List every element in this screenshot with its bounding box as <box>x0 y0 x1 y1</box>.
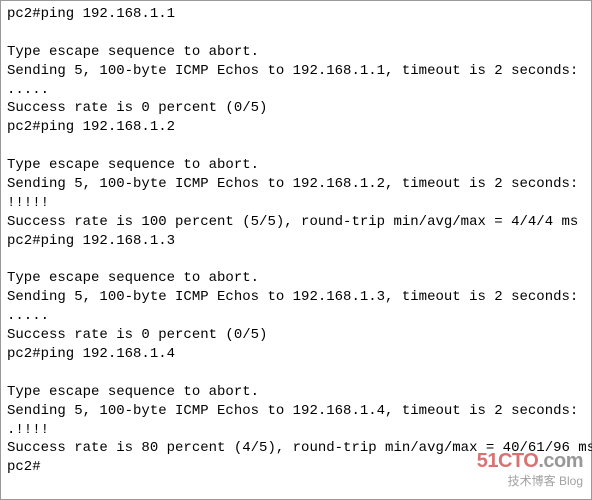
terminal-line: Success rate is 80 percent (4/5), round-… <box>7 439 585 458</box>
terminal-line: pc2#ping 192.168.1.2 <box>7 118 585 137</box>
terminal-line: ..... <box>7 81 585 100</box>
terminal-line: Sending 5, 100-byte ICMP Echos to 192.16… <box>7 402 585 421</box>
terminal-line: pc2#ping 192.168.1.4 <box>7 345 585 364</box>
terminal-line: ..... <box>7 307 585 326</box>
terminal-line: pc2# <box>7 458 585 477</box>
terminal-line: !!!!! <box>7 194 585 213</box>
terminal-line: Type escape sequence to abort. <box>7 383 585 402</box>
terminal-line <box>7 364 585 383</box>
terminal-line: Success rate is 0 percent (0/5) <box>7 326 585 345</box>
terminal-line <box>7 137 585 156</box>
terminal-line: Type escape sequence to abort. <box>7 269 585 288</box>
terminal-line: Sending 5, 100-byte ICMP Echos to 192.16… <box>7 62 585 81</box>
terminal-line: Type escape sequence to abort. <box>7 156 585 175</box>
terminal-line: Sending 5, 100-byte ICMP Echos to 192.16… <box>7 288 585 307</box>
terminal-line: Sending 5, 100-byte ICMP Echos to 192.16… <box>7 175 585 194</box>
terminal-line: pc2#ping 192.168.1.1 <box>7 5 585 24</box>
terminal-line: Success rate is 100 percent (5/5), round… <box>7 213 585 232</box>
terminal-line: pc2#ping 192.168.1.3 <box>7 232 585 251</box>
terminal-line <box>7 24 585 43</box>
terminal-line: .!!!! <box>7 421 585 440</box>
terminal-output: pc2#ping 192.168.1.1 Type escape sequence… <box>7 5 585 477</box>
terminal-line: Type escape sequence to abort. <box>7 43 585 62</box>
terminal-line <box>7 251 585 270</box>
terminal-line: Success rate is 0 percent (0/5) <box>7 99 585 118</box>
